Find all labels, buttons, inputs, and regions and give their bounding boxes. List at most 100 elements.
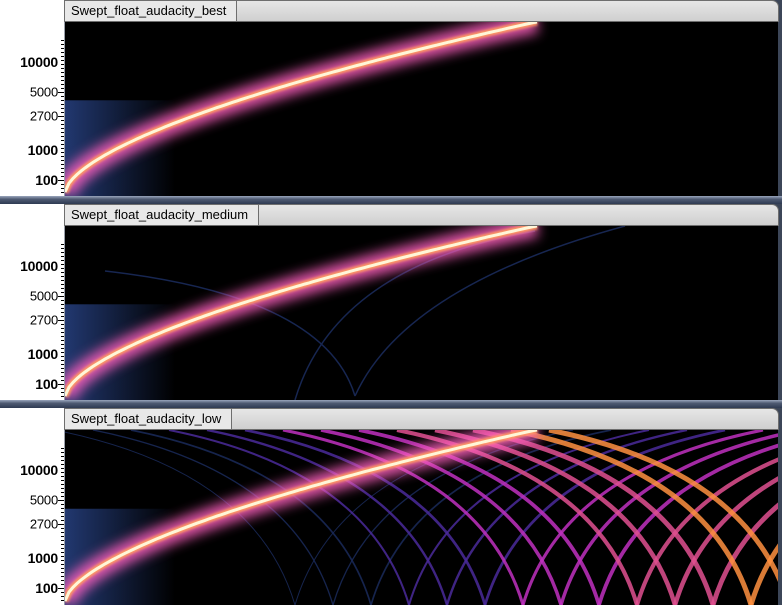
ruler-label: 100 [35, 172, 58, 188]
ruler-tick [61, 584, 64, 585]
ruler-tick [61, 244, 64, 245]
alias-curve [206, 430, 449, 605]
ruler-tick [61, 380, 64, 381]
ruler-tick [61, 104, 64, 105]
sweep-core [65, 22, 538, 193]
ruler-tick [61, 332, 64, 333]
ruler-tick [61, 108, 64, 109]
track-separator[interactable] [0, 196, 782, 204]
ruler-tick [61, 124, 64, 125]
ruler-tick [61, 324, 64, 325]
ruler-tick [61, 100, 64, 101]
alias-curve [320, 430, 563, 605]
ruler-tick [61, 556, 64, 557]
ruler-tick [61, 572, 64, 573]
ruler-tick [61, 376, 64, 377]
ruler-tick [61, 280, 64, 281]
ruler-label: 2700 [29, 108, 58, 124]
ruler-tick [61, 96, 64, 97]
sweep-core [65, 430, 538, 602]
track-title-bar[interactable]: Swept_float_audacity_low [64, 408, 779, 430]
ruler-tick [61, 64, 64, 65]
ruler-tick [61, 544, 64, 545]
ruler-tick [61, 148, 64, 149]
ruler-tick [61, 528, 64, 529]
ruler-tick [61, 188, 64, 189]
ruler-tick [61, 476, 64, 477]
ruler-tick [58, 320, 64, 321]
alias-curve [168, 430, 410, 605]
ruler-tick [61, 164, 64, 165]
ruler-tick [61, 448, 64, 449]
ruler-tick [61, 504, 64, 505]
ruler-label: 1000 [27, 142, 59, 158]
ruler-tick [61, 160, 64, 161]
ruler-tick [61, 80, 64, 81]
spectrogram-plot [65, 430, 778, 605]
ruler-tick [61, 480, 64, 481]
track-name[interactable]: Swept_float_audacity_best [65, 1, 238, 22]
ruler-tick [61, 300, 64, 301]
ruler-label: 5000 [29, 492, 58, 508]
ruler-tick [61, 76, 64, 77]
ruler-tick [61, 576, 64, 577]
ruler-tick [58, 384, 64, 385]
alias-curve [445, 430, 688, 605]
ruler-tick [61, 484, 64, 485]
ruler-tick [61, 136, 64, 137]
spectrogram[interactable] [65, 226, 778, 400]
ruler-tick [61, 256, 64, 257]
ruler-tick [58, 180, 64, 181]
frequency-ruler: 10000 5000 2700 1000 100 [0, 408, 65, 605]
track-best: 10000 5000 2700 1000 100 Swept_float_audacit… [0, 0, 782, 196]
track-title-bar[interactable]: Swept_float_audacity_medium [64, 204, 779, 226]
ruler-tick [61, 276, 64, 277]
alias-curve [597, 443, 778, 605]
ruler-tick [61, 452, 64, 453]
ruler-tick [61, 564, 64, 565]
ruler-tick [61, 340, 64, 341]
ruler-tick [61, 328, 64, 329]
ruler-tick [61, 356, 64, 357]
ruler-tick [61, 396, 64, 397]
alias-curve [748, 543, 778, 605]
track-title-bar[interactable]: Swept_float_audacity_best [64, 0, 779, 22]
ruler-tick [61, 312, 64, 313]
ruler-tick [61, 472, 64, 473]
track-name[interactable]: Swept_float_audacity_low [65, 409, 233, 430]
track-separator[interactable] [0, 400, 782, 408]
ruler-tick [61, 156, 64, 157]
ruler-tick [61, 560, 64, 561]
ruler-tick [61, 72, 64, 73]
ruler-tick [61, 48, 64, 49]
alias-curve [510, 430, 754, 605]
track-name[interactable]: Swept_float_audacity_medium [65, 205, 260, 226]
ruler-tick [61, 460, 64, 461]
sweep-core [65, 226, 538, 397]
ruler-tick [61, 184, 64, 185]
ruler-tick [61, 372, 64, 373]
track-low: 10000 5000 2700 1000 100 Swept_float_audacit… [0, 408, 782, 605]
ruler-tick [61, 140, 64, 141]
ruler-tick [61, 56, 64, 57]
spectrogram[interactable] [65, 430, 778, 605]
alias-curve [65, 431, 296, 605]
alias-curve [548, 430, 778, 583]
ruler-tick [61, 68, 64, 69]
ruler-tick [61, 248, 64, 249]
ruler-tick [61, 488, 64, 489]
ruler-tick [58, 500, 64, 501]
ruler-tick [61, 580, 64, 581]
ruler-tick [61, 44, 64, 45]
ruler-tick [61, 192, 64, 193]
alias-curve [521, 430, 764, 605]
ruler-tick [61, 172, 64, 173]
ruler-tick [61, 468, 64, 469]
alias-curve [244, 430, 487, 605]
ruler-tick [58, 524, 64, 525]
ruler-tick [61, 132, 64, 133]
ruler-tick [61, 368, 64, 369]
alias-curve [635, 457, 778, 605]
ruler-tick [61, 596, 64, 597]
spectrogram[interactable] [65, 22, 778, 196]
